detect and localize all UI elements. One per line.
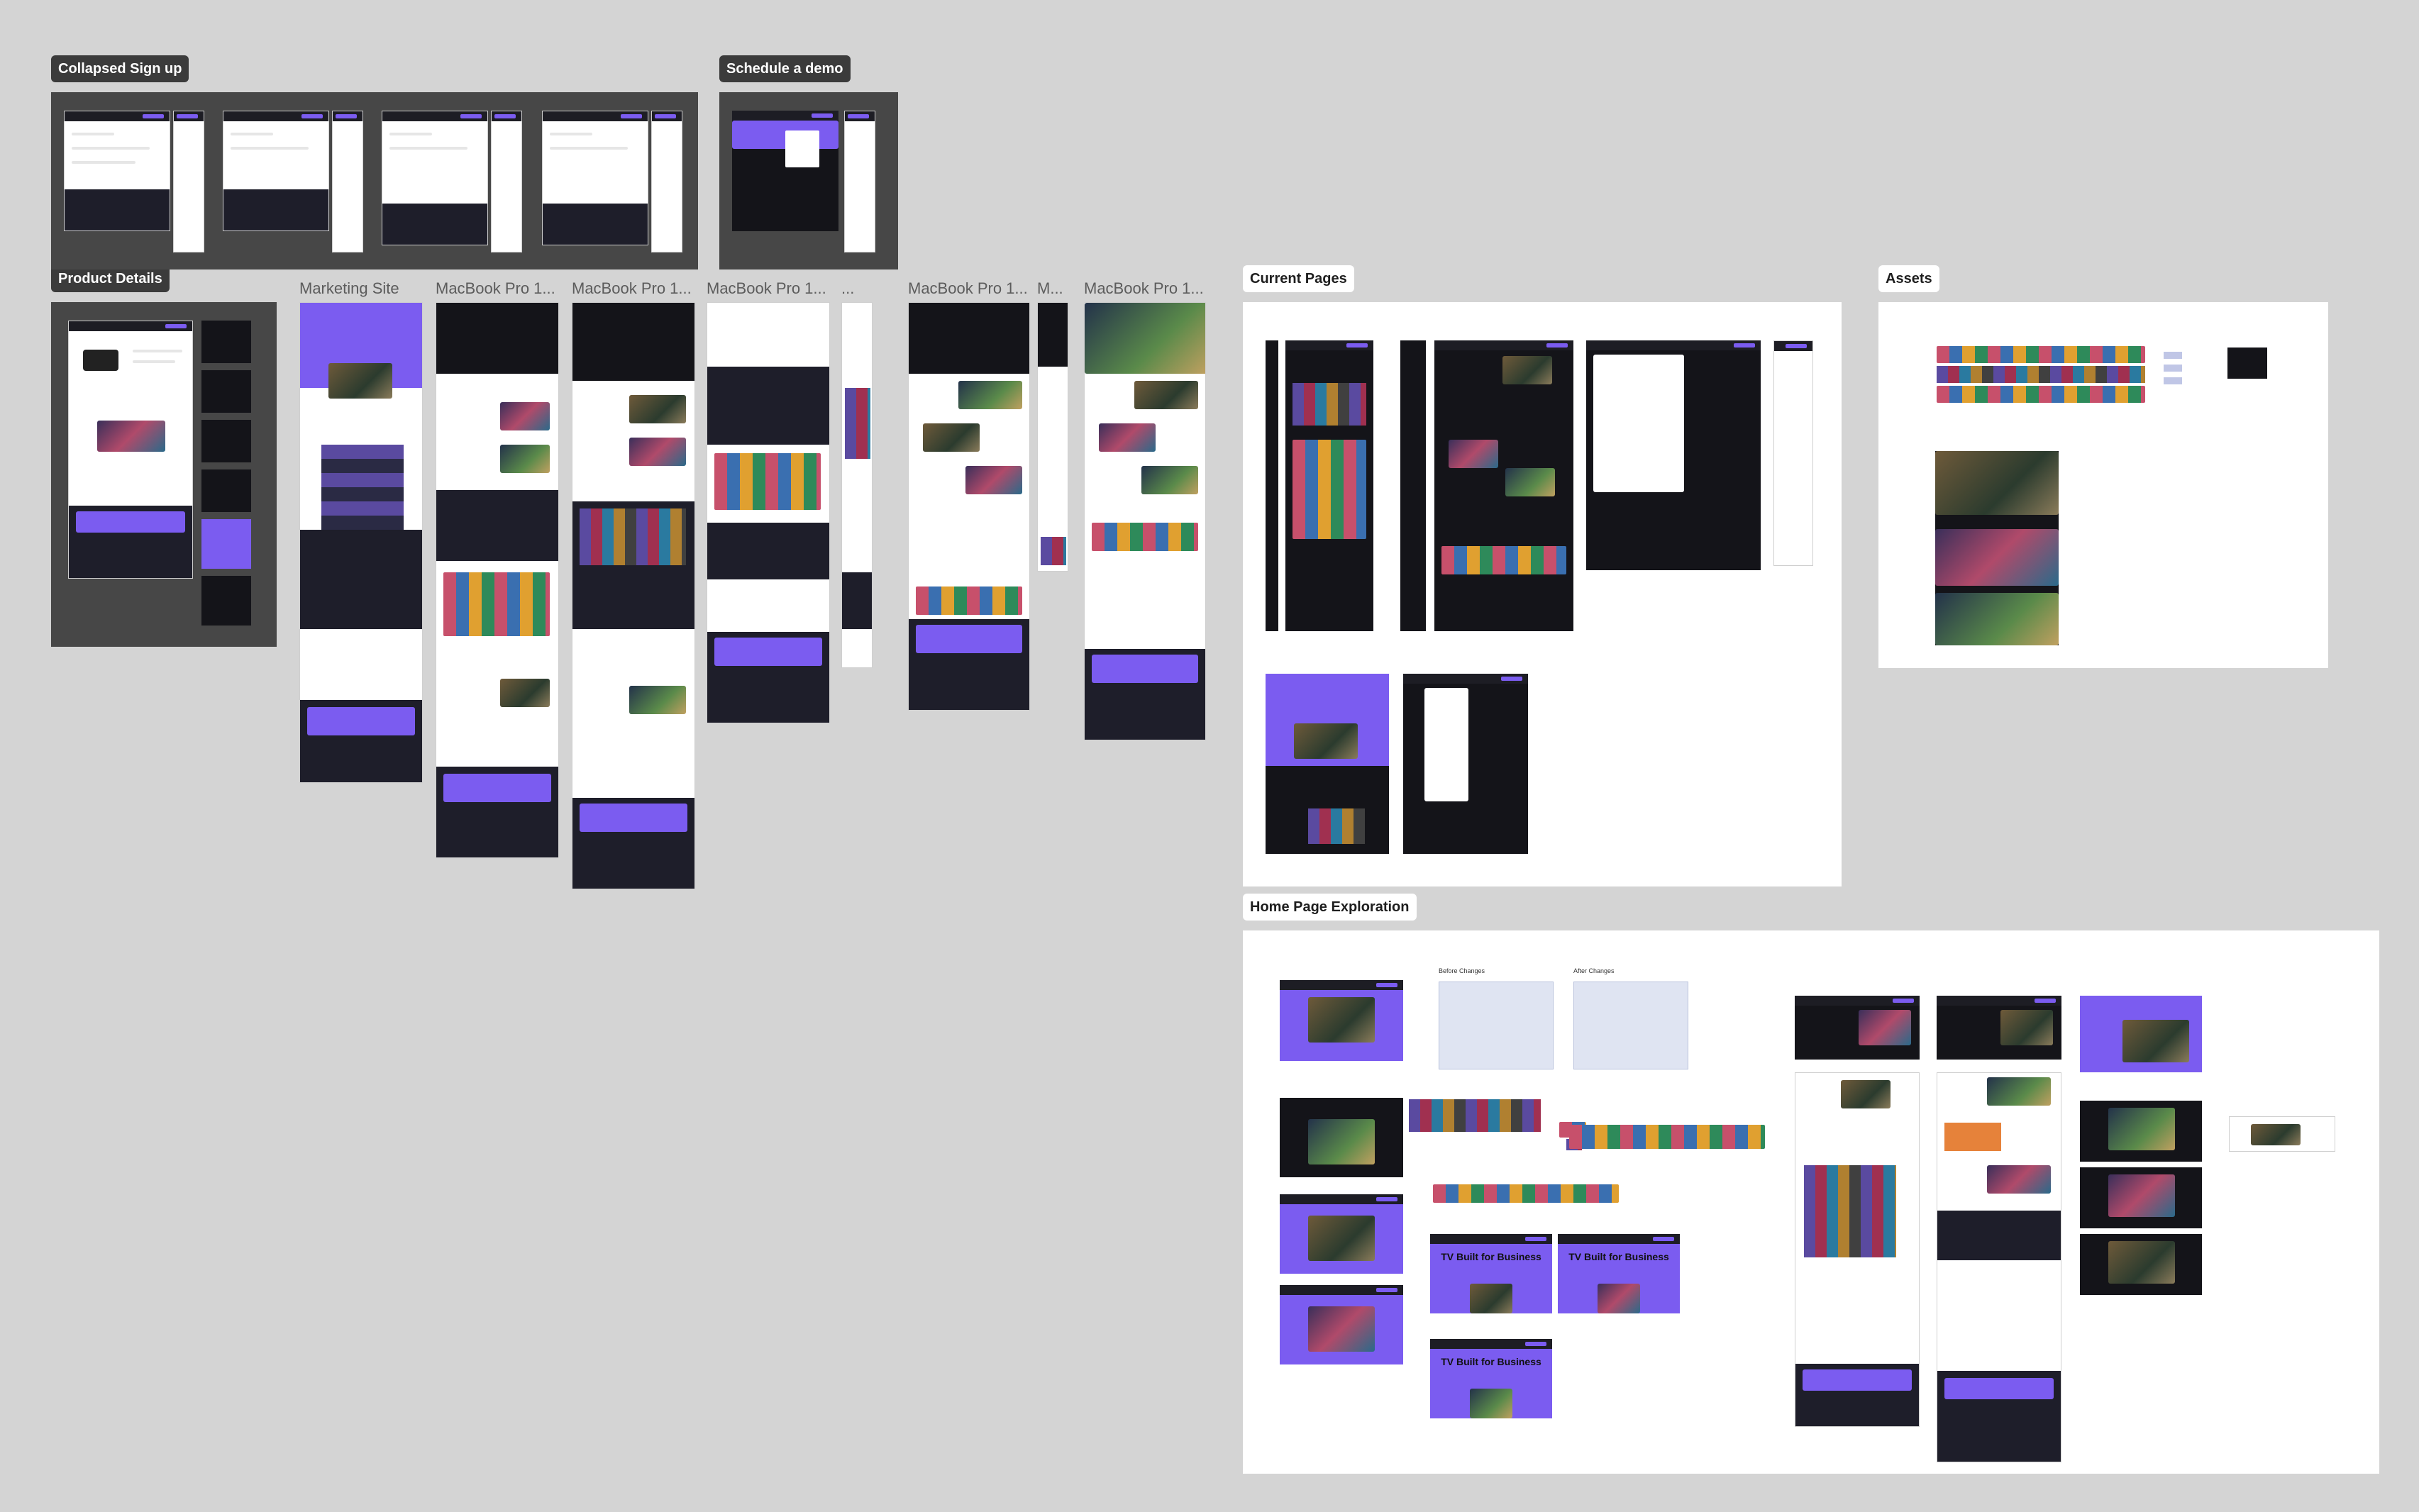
section-label-product-details[interactable]: Product Details (51, 265, 170, 292)
asset-row-3[interactable] (1937, 386, 2145, 403)
section-label-collapsed-signup[interactable]: Collapsed Sign up (51, 55, 189, 82)
asset-page-frame[interactable] (1935, 451, 2059, 645)
collapsed-signup-section[interactable] (51, 92, 698, 269)
macbook-frame-2[interactable] (572, 302, 695, 889)
hpe-hero-3[interactable] (1280, 1194, 1403, 1274)
hpe-all-in-one-1[interactable] (1795, 996, 1920, 1060)
hpe-enrich-2[interactable] (2080, 1101, 2202, 1162)
hpe-all-in-one-2[interactable] (1937, 996, 2061, 1060)
frame-title-macbook-1[interactable]: MacBook Pro 1... (436, 279, 555, 297)
hpe-enrich-3[interactable] (2080, 1167, 2202, 1228)
macbook-frame-3[interactable] (707, 302, 830, 723)
mobile-frame-a[interactable] (841, 302, 873, 668)
hpe-strip-1[interactable] (1409, 1099, 1541, 1132)
hpe-small-card[interactable] (2229, 1116, 2335, 1152)
asset-icons[interactable] (2164, 346, 2182, 384)
frame-title-macbook-5[interactable]: MacBook Pro 1... (1084, 279, 1204, 297)
section-label-home-page-exploration[interactable]: Home Page Exploration (1243, 894, 1417, 921)
product-details-mobile[interactable] (201, 321, 251, 626)
hpe-enrich-1[interactable] (2080, 996, 2202, 1072)
current-page-signup-2[interactable] (1403, 674, 1528, 854)
hpe-tv-built-1-title: TV Built for Business (1441, 1251, 1541, 1262)
hpe-hero-1[interactable] (1280, 980, 1403, 1061)
hpe-all-in-one-1-body[interactable] (1795, 1072, 1920, 1427)
assets-section[interactable] (1878, 302, 2328, 668)
frame-title-macbook-4[interactable]: MacBook Pro 1... (908, 279, 1028, 297)
frame-title-marketing-site[interactable]: Marketing Site (299, 279, 399, 297)
hpe-tiles-row[interactable] (1569, 1125, 1765, 1149)
product-details-section[interactable] (51, 302, 277, 647)
macbook-frame-4[interactable] (908, 302, 1030, 711)
hpe-tv-built-2[interactable]: TV Built for Business (1558, 1234, 1680, 1313)
schedule-demo-section[interactable] (719, 92, 898, 269)
frame-title-m[interactable]: M... (1037, 279, 1063, 297)
hpe-enrich-4[interactable] (2080, 1234, 2202, 1295)
section-label-current-pages[interactable]: Current Pages (1243, 265, 1354, 292)
frame-title-ellipsis[interactable]: ... (841, 279, 855, 297)
current-mobile-1[interactable] (1266, 340, 1278, 631)
macbook-frame-1[interactable] (436, 302, 559, 858)
mobile-frame-b[interactable] (1037, 302, 1068, 572)
asset-row-1[interactable] (1937, 346, 2145, 363)
section-label-schedule-demo[interactable]: Schedule a demo (719, 55, 851, 82)
demo-mobile[interactable] (844, 111, 875, 252)
after-changes-label: After Changes (1573, 967, 1615, 974)
hpe-hero-4[interactable] (1280, 1285, 1403, 1364)
hpe-tiles-row-2[interactable] (1433, 1184, 1619, 1203)
hpe-tv-built-1[interactable]: TV Built for Business (1430, 1234, 1552, 1313)
frame-title-macbook-3[interactable]: MacBook Pro 1... (707, 279, 826, 297)
signup-mobile-2[interactable] (332, 111, 363, 252)
hpe-tv-built-3-title: TV Built for Business (1441, 1356, 1541, 1367)
signup-frame-4[interactable] (542, 111, 648, 245)
signup-frame-1[interactable] (64, 111, 170, 231)
current-mobile-2[interactable] (1400, 340, 1426, 631)
product-details-frame[interactable] (68, 321, 193, 579)
signup-frame-3[interactable] (382, 111, 488, 245)
frame-title-macbook-2[interactable]: MacBook Pro 1... (572, 279, 692, 297)
before-changes-label: Before Changes (1439, 967, 1485, 974)
current-page-signup[interactable] (1586, 340, 1761, 570)
hpe-hero-2[interactable] (1280, 1098, 1403, 1177)
signup-frame-2[interactable] (223, 111, 329, 231)
current-page-tv-built[interactable] (1285, 340, 1373, 631)
asset-row-2[interactable] (1937, 366, 2145, 383)
before-changes-diagram[interactable] (1439, 982, 1554, 1069)
hpe-tv-built-2-title: TV Built for Business (1568, 1251, 1669, 1262)
section-label-assets[interactable]: Assets (1878, 265, 1939, 292)
macbook-frame-5[interactable] (1084, 302, 1206, 740)
signup-mobile-1[interactable] (173, 111, 204, 252)
after-changes-diagram[interactable] (1573, 982, 1688, 1069)
hpe-tv-built-3[interactable]: TV Built for Business (1430, 1339, 1552, 1418)
current-page-entertain[interactable] (1434, 340, 1573, 631)
marketing-site-frame[interactable] (299, 302, 423, 783)
demo-frame[interactable] (732, 111, 838, 231)
current-page-entertain-2[interactable] (1266, 674, 1389, 854)
current-pages-section[interactable] (1243, 302, 1842, 886)
hpe-all-in-one-2-body[interactable] (1937, 1072, 2061, 1462)
asset-device[interactable] (2227, 348, 2267, 379)
current-mobile-3[interactable] (1773, 340, 1813, 566)
signup-mobile-3[interactable] (491, 111, 522, 252)
signup-mobile-4[interactable] (651, 111, 682, 252)
home-page-exploration-section[interactable]: Before Changes After Changes TV Built fo… (1243, 930, 2379, 1474)
